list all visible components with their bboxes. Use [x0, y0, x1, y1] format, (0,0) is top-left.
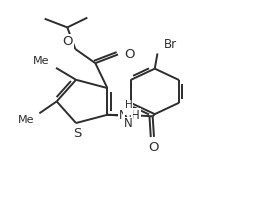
Text: O: O [125, 48, 135, 61]
Text: Me: Me [17, 116, 34, 126]
Text: O: O [63, 35, 73, 48]
Text: N: N [119, 109, 128, 122]
Text: Me: Me [33, 56, 49, 66]
Text: N: N [124, 117, 133, 130]
Text: H: H [125, 100, 133, 111]
Text: H
N: H N [124, 103, 132, 125]
Text: Br: Br [164, 38, 177, 51]
Text: O: O [149, 141, 159, 154]
Text: H: H [131, 109, 140, 122]
Text: S: S [73, 127, 81, 140]
